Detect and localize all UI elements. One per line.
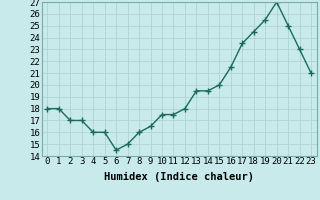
X-axis label: Humidex (Indice chaleur): Humidex (Indice chaleur) bbox=[104, 172, 254, 182]
